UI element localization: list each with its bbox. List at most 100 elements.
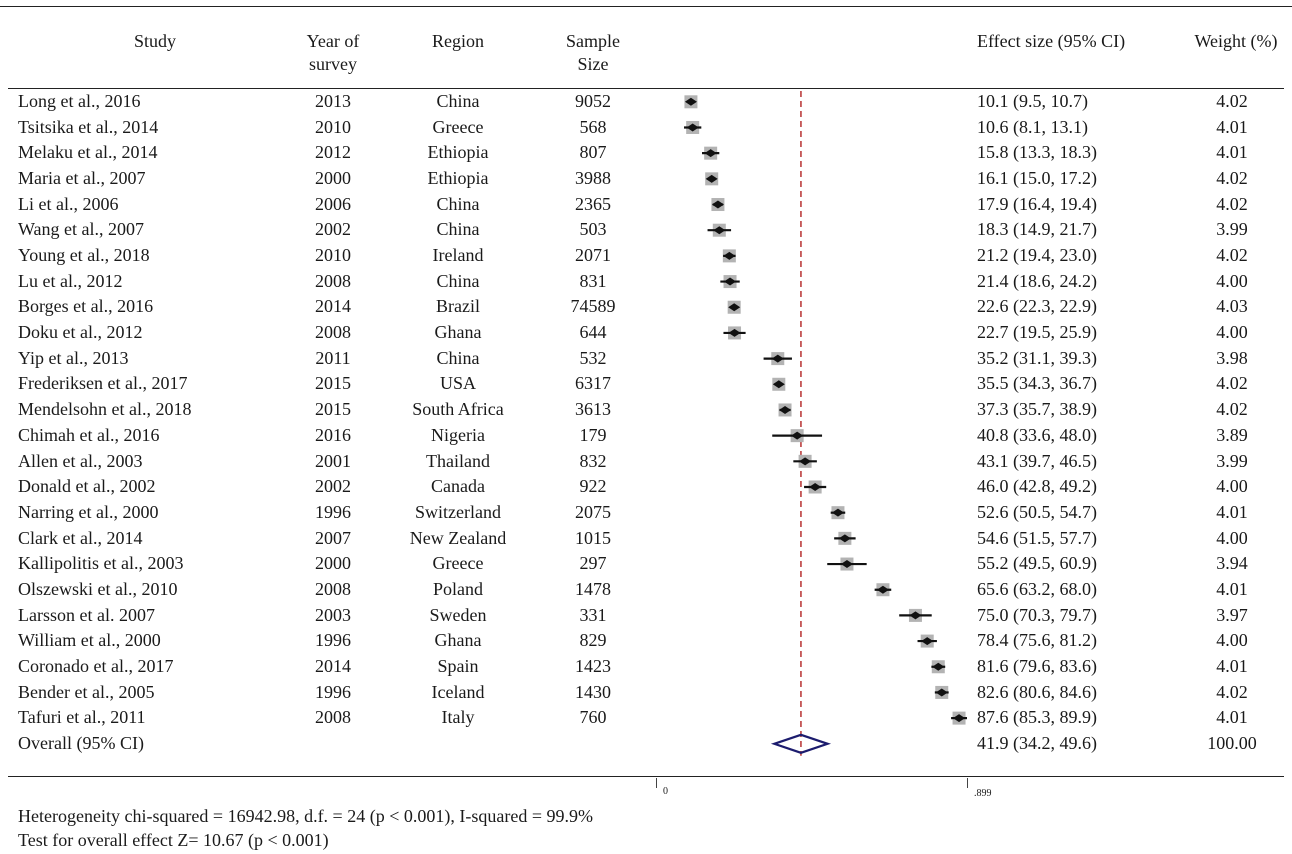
cell-year: 2014 [315, 655, 351, 676]
cell-w: 3.99 [1216, 450, 1248, 471]
cell-study: Borges et al., 2016 [18, 296, 154, 317]
table-row: Lu et al., 2012 2008 China 831 21.4 (18.6, 2… [0, 269, 1292, 294]
cell-year: 2011 [315, 347, 351, 368]
tick-mark-max [967, 778, 968, 788]
cell-es: 22.6 (22.3, 22.9) [977, 296, 1097, 317]
table-row: Tafuri et al., 2011 2008 Italy 760 87.6 (85.… [0, 705, 1292, 730]
cell-region: Thailand [426, 450, 490, 471]
cell-es: 43.1 (39.7, 46.5) [977, 450, 1097, 471]
cell-es: 15.8 (13.3, 18.3) [977, 142, 1097, 163]
cell-year: 1996 [315, 501, 351, 522]
cell-es: 35.5 (34.3, 36.7) [977, 373, 1097, 394]
cell-region: USA [439, 373, 476, 394]
axis-rule [8, 776, 1284, 777]
overall-test-note: Test for overall effect Z= 10.67 (p < 0.… [18, 830, 329, 850]
table-row: Doku et al., 2012 2008 Ghana 644 22.7 (19.5,… [0, 320, 1292, 345]
top-rule [0, 6, 1292, 7]
point-estimate [686, 123, 699, 132]
cell-n: 1015 [575, 527, 611, 548]
cell-es: 78.4 (75.6, 81.2) [977, 630, 1097, 651]
header-year-line2: survey [309, 54, 357, 74]
cell-n: 3988 [575, 168, 611, 189]
point-estimate [876, 585, 889, 594]
point-estimate [932, 662, 945, 671]
cell-n: 922 [579, 476, 607, 497]
cell-year: 2002 [315, 476, 351, 497]
cell-study: Tsitsika et al., 2014 [18, 116, 159, 137]
header-sample-line2: Size [577, 54, 609, 74]
cell-w: 4.03 [1216, 296, 1248, 317]
cell-region: Greece [432, 553, 484, 574]
point-estimate [704, 149, 717, 158]
cell-region: Poland [432, 578, 483, 599]
table-row: Bender et al., 2005 1996 Iceland 1430 82.6 (… [0, 680, 1292, 705]
cell-w: 4.00 [1216, 270, 1248, 291]
cell-study: Mendelsohn et al., 2018 [18, 399, 192, 420]
point-estimate [779, 405, 792, 414]
cell-w: 4.02 [1216, 399, 1248, 420]
cell-region: Italy [441, 707, 475, 728]
cell-w: 3.89 [1216, 424, 1248, 445]
point-estimate [684, 97, 697, 106]
cell-region: Ghana [434, 322, 482, 343]
cell-year: 2000 [315, 168, 351, 189]
point-estimate [838, 534, 851, 543]
cell-region: Nigeria [431, 424, 485, 445]
cell-es: 82.6 (80.6, 84.6) [977, 681, 1097, 702]
point-estimate [728, 328, 741, 337]
table-row: Clark et al., 2014 2007 New Zealand 1015 54.… [0, 526, 1292, 551]
point-estimate [831, 508, 844, 517]
cell-study: Doku et al., 2012 [18, 322, 143, 343]
cell-study: William et al., 2000 [18, 630, 161, 651]
header-weight: Weight (%) [1194, 31, 1278, 51]
tick-label-max: .899 [974, 788, 992, 799]
tick-label-min: 0 [663, 786, 668, 797]
point-estimate [771, 354, 784, 363]
cell-es: 54.6 (51.5, 57.7) [977, 527, 1097, 548]
cell-study: Chimah et al., 2016 [18, 424, 160, 445]
cell-year: 2000 [315, 553, 351, 574]
cell-study: Yip et al., 2013 [18, 347, 129, 368]
cell-es: 16.1 (15.0, 17.2) [977, 168, 1097, 189]
cell-w: 4.02 [1216, 245, 1248, 266]
cell-region: Ethiopia [427, 168, 489, 189]
cell-year: 2015 [315, 373, 351, 394]
table-row: Wang et al., 2007 2002 China 503 18.3 (14.9,… [0, 217, 1292, 242]
cell-es: 52.6 (50.5, 54.7) [977, 501, 1097, 522]
cell-es: 40.8 (33.6, 48.0) [977, 424, 1097, 445]
cell-w: 4.01 [1216, 655, 1248, 676]
cell-es: 21.2 (19.4, 23.0) [977, 245, 1097, 266]
cell-w: 4.01 [1216, 116, 1248, 137]
table-row: Chimah et al., 2016 2016 Nigeria 179 40.8 (3… [0, 423, 1292, 448]
cell-study: Olszewski et al., 2010 [18, 578, 178, 599]
cell-es: 41.9 (34.2, 49.6) [977, 733, 1097, 753]
cell-w: 4.02 [1216, 373, 1248, 394]
table-row: Melaku et al., 2014 2012 Ethiopia 807 15.8 (… [0, 140, 1292, 165]
cell-w: 4.00 [1216, 322, 1248, 343]
cell-year: 2001 [315, 450, 351, 471]
cell-study: Li et al., 2006 [18, 193, 119, 214]
cell-region: Ireland [432, 245, 484, 266]
cell-w: 4.00 [1216, 527, 1248, 548]
table-row: Maria et al., 2007 2000 Ethiopia 3988 16.1 (… [0, 166, 1292, 191]
overall-diamond [770, 733, 832, 754]
cell-study: Long et al., 2016 [18, 91, 141, 111]
cell-year: 1996 [315, 630, 351, 651]
table-row: Larsson et al. 2007 2003 Sweden 331 75.0 (70… [0, 603, 1292, 628]
cell-n: 9052 [575, 91, 611, 111]
cell-n: 831 [579, 270, 607, 291]
cell-year: 2012 [315, 142, 351, 163]
header-effect: Effect size (95% CI) [977, 31, 1126, 51]
point-estimate [711, 200, 724, 209]
cell-w: 3.98 [1216, 347, 1248, 368]
cell-region: China [436, 219, 480, 240]
cell-es: 21.4 (18.6, 24.2) [977, 270, 1097, 291]
cell-es: 75.0 (70.3, 79.7) [977, 604, 1097, 625]
cell-year: 2007 [315, 527, 351, 548]
cell-n: 503 [579, 219, 607, 240]
cell-study: Overall (95% CI) [18, 733, 144, 753]
cell-w: 3.94 [1216, 553, 1248, 574]
cell-region: Ethiopia [427, 142, 489, 163]
point-estimate [935, 688, 948, 697]
